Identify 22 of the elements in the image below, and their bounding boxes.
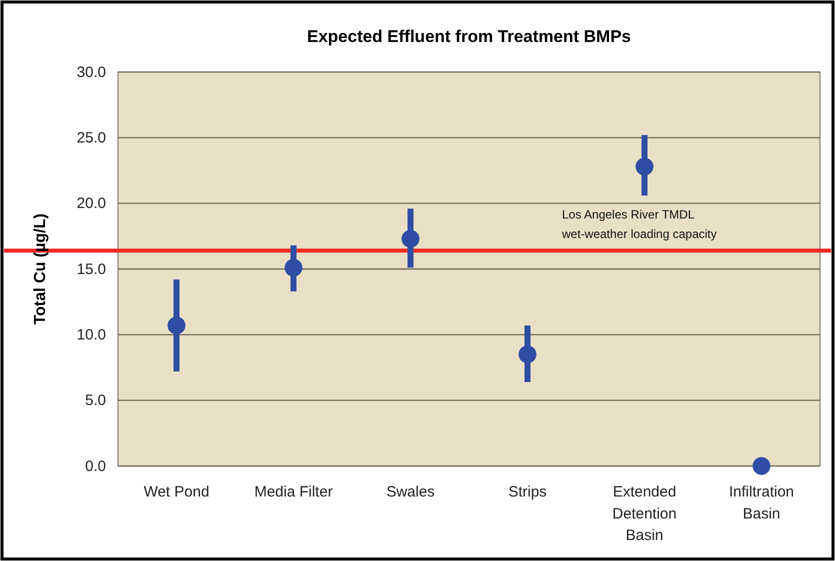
y-tick-label: 10.0 — [76, 326, 106, 344]
point — [636, 158, 654, 176]
x-tick-label: Swales — [386, 484, 435, 501]
y-tick-label: 30.0 — [76, 64, 106, 81]
point — [518, 345, 536, 364]
x-tick-label: Extended Detention Basin — [612, 484, 677, 544]
y-tick-label: 25.0 — [76, 129, 106, 146]
y-tick-label: 20.0 — [76, 195, 106, 212]
chart-title: Expected Effluent from Treatment BMPs — [306, 27, 632, 46]
x-tick-label: Media Filter — [254, 484, 333, 501]
x-tick-label: Wet Pond — [144, 484, 210, 501]
x-tick-label: Infiltration Basin — [728, 484, 794, 522]
y-tick-label: 0.0 — [85, 458, 106, 475]
x-tick-label: Strips — [508, 484, 547, 501]
y-tick-label: 5.0 — [85, 392, 106, 410]
point — [402, 230, 420, 248]
point — [284, 258, 302, 277]
point — [752, 457, 770, 475]
ref-line-label: Los Angeles River TMDL wet-weather loading capacity — [561, 208, 717, 241]
y-tick-label: 15.0 — [76, 260, 106, 278]
y-axis-title: Total Cu (µg/L) — [32, 213, 49, 325]
point — [168, 316, 186, 334]
